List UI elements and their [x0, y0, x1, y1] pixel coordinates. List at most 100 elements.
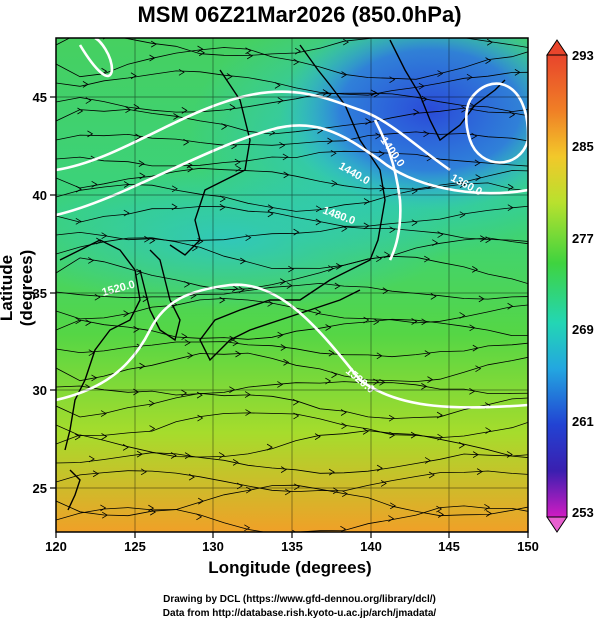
streamline-arrow	[244, 524, 251, 532]
streamline-arrow	[459, 181, 466, 189]
streamline-arrow	[411, 219, 418, 227]
streamline	[56, 167, 528, 190]
streamline-arrow	[197, 414, 204, 422]
streamline-arrow	[188, 473, 195, 481]
streamline-arrow	[94, 293, 101, 301]
x-tick-label: 145	[438, 539, 460, 554]
streamline-arrow	[284, 488, 291, 496]
streamline-arrow	[475, 365, 482, 373]
streamline-arrow	[389, 502, 396, 510]
streamline-arrow	[280, 344, 287, 351]
streamline-arrow	[274, 82, 281, 89]
x-axis-label: Longitude (degrees)	[208, 558, 372, 577]
streamline-arrow	[391, 38, 393, 39]
streamline-arrow	[388, 414, 395, 422]
streamline-arrow	[421, 383, 428, 390]
streamline-arrow	[340, 525, 347, 532]
streamline-arrow	[198, 49, 205, 57]
streamline-arrow	[196, 513, 203, 521]
streamline-arrow	[85, 97, 92, 104]
colorbar-tick-label: 277	[572, 231, 594, 246]
streamline-arrow	[148, 504, 155, 512]
map-title: MSM 06Z21Mar2026 (850.0hPa)	[137, 2, 462, 27]
streamline-arrow	[376, 464, 383, 472]
streamline-arrow	[123, 181, 130, 188]
streamline-arrow	[486, 38, 493, 46]
streamline-arrow	[466, 73, 473, 81]
streamline-arrow	[246, 52, 253, 60]
streamline-arrow	[75, 317, 82, 325]
streamline-arrow	[149, 54, 156, 62]
streamline-arrow	[506, 451, 513, 458]
colorbar: 293 285 277 269 261 253	[546, 39, 594, 533]
drawing-credit: Drawing by DCL (https://www.gfd-dennou.o…	[163, 594, 436, 605]
streamline-arrow	[362, 428, 369, 435]
streamline-arrow	[282, 153, 289, 161]
x-tick-label: 130	[202, 539, 224, 554]
streamline-arrow	[229, 104, 236, 111]
streamline-arrow	[92, 470, 99, 478]
streamline-arrow	[139, 362, 146, 370]
streamline-arrow	[472, 266, 479, 273]
streamline-arrow	[293, 58, 300, 66]
streamline-arrow	[245, 47, 252, 55]
streamline-arrow	[101, 511, 108, 519]
coastlines	[59, 39, 506, 511]
streamline-arrow	[267, 210, 274, 218]
streamline-arrow	[283, 359, 290, 366]
streamline-arrow	[100, 410, 107, 417]
streamline-arrow	[187, 352, 194, 360]
streamline-arrow	[380, 480, 387, 487]
streamline-arrow	[219, 296, 226, 304]
streamline-arrow	[149, 237, 156, 244]
streamline-arrow	[314, 433, 321, 440]
streamline-arrow	[330, 149, 337, 157]
streamline-arrow	[427, 376, 434, 383]
streamline-arrow	[288, 265, 295, 273]
streamline-arrow	[315, 205, 322, 213]
streamline	[56, 282, 528, 300]
streamline-arrow	[458, 441, 465, 449]
x-tick-label: 125	[124, 539, 146, 554]
streamline-arrow	[437, 70, 444, 77]
streamline	[56, 47, 528, 80]
x-tick-label: 120	[45, 539, 67, 554]
streamline-arrow	[238, 286, 245, 294]
streamline-arrow	[277, 381, 284, 388]
y-axis: 25 30 35 40 45	[33, 90, 56, 496]
streamline-arrow	[294, 47, 301, 55]
streamline-arrow	[184, 280, 191, 288]
streamline-arrow	[74, 433, 81, 441]
lat-lon-grid	[56, 38, 528, 532]
streamline-arrow	[292, 398, 299, 406]
streamline-arrow	[514, 69, 521, 76]
streamline-arrow	[325, 324, 332, 331]
streamline-arrow	[322, 89, 329, 96]
y-tick-label: 40	[33, 188, 47, 203]
streamline-arrow	[101, 433, 108, 440]
streamline-arrow	[181, 333, 188, 340]
y-tick-label: 45	[33, 90, 47, 105]
streamline-arrow	[469, 387, 476, 395]
streamline-arrow	[135, 133, 142, 141]
streamline	[56, 237, 528, 269]
streamline-arrow	[221, 123, 228, 130]
streamline-arrow	[376, 352, 383, 360]
streamline-arrow	[327, 137, 334, 145]
colorbar-tick-label: 269	[572, 322, 594, 337]
streamline-arrow	[341, 225, 348, 232]
wind-streamlines	[56, 38, 528, 532]
streamline-arrow	[267, 204, 274, 212]
streamline-arrow	[125, 106, 132, 114]
streamline-arrow	[171, 203, 178, 211]
streamline	[56, 381, 528, 396]
streamline-arrow	[130, 72, 137, 80]
streamline-arrow	[87, 130, 94, 138]
colorbar-top-arrow	[546, 39, 568, 56]
streamline-arrow	[123, 209, 130, 217]
streamline-arrow	[410, 431, 417, 439]
streamline-arrow	[331, 180, 338, 187]
streamline-arrow	[197, 45, 204, 53]
streamline-arrow	[293, 228, 300, 236]
streamline	[56, 341, 528, 358]
